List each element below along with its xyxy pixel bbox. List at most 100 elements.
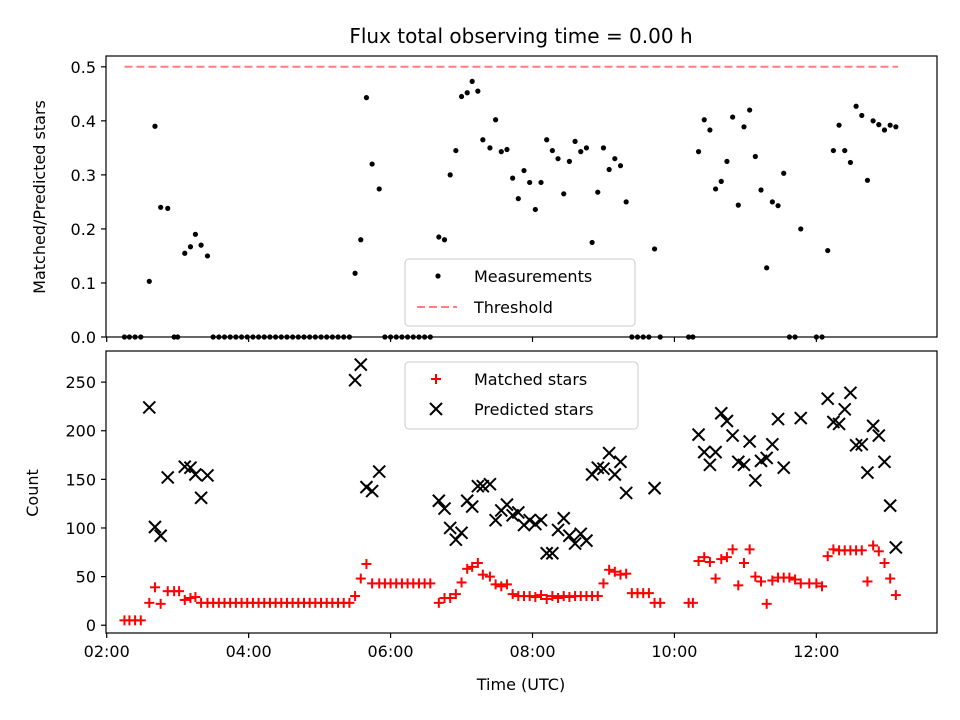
matched-point xyxy=(350,591,361,602)
matched-point xyxy=(655,597,666,608)
matched-point xyxy=(174,586,185,597)
measurement-point xyxy=(158,204,164,210)
predicted-point xyxy=(471,479,485,493)
measurement-point xyxy=(870,118,876,124)
measurement-point xyxy=(555,156,561,162)
matched-point xyxy=(541,593,552,604)
predicted-point xyxy=(557,511,571,525)
measurement-point xyxy=(741,124,747,130)
top-plot-frame xyxy=(105,55,938,338)
matched-point xyxy=(873,546,884,557)
bottom-panel: Count Time (UTC) 02:00 04:00 06:00 08:00 10:… xyxy=(23,350,938,694)
predicted-point xyxy=(883,498,897,513)
x-tick-label: 08:00 xyxy=(509,642,555,661)
predicted-point xyxy=(200,468,215,483)
measurement-point xyxy=(464,90,470,96)
predicted-point xyxy=(148,520,162,534)
predicted-point xyxy=(855,437,869,452)
measurement-point xyxy=(893,124,899,130)
matched-point xyxy=(710,573,721,584)
measurement-point xyxy=(492,117,499,123)
predicted-point xyxy=(794,411,808,425)
measurement-point xyxy=(441,237,448,243)
measurement-point xyxy=(600,145,607,151)
y-tick-label: 0.2 xyxy=(71,220,96,239)
y-tick-label: 0 xyxy=(86,616,96,635)
y-tick-label: 250 xyxy=(65,373,96,392)
matched-point xyxy=(885,573,896,584)
predicted-point xyxy=(714,406,728,420)
bottom-y-axis-label: Count xyxy=(23,469,42,517)
x-tick-label: 06:00 xyxy=(368,642,414,661)
measurement-point xyxy=(504,146,510,153)
measurement-point xyxy=(583,145,590,151)
measurement-point xyxy=(589,239,595,246)
measurement-point xyxy=(204,253,211,259)
measurement-point xyxy=(758,187,764,193)
matched-point xyxy=(738,557,749,568)
measurement-point xyxy=(363,95,370,101)
predicted-point xyxy=(860,465,875,480)
measurement-point xyxy=(775,203,781,209)
predicted-point xyxy=(691,427,706,442)
matched-point xyxy=(790,574,801,585)
measurement-point xyxy=(469,78,475,84)
measurement-point xyxy=(830,147,836,154)
matched-point xyxy=(467,561,478,572)
predicted-point xyxy=(183,460,198,475)
measurement-point xyxy=(876,122,882,128)
matched-point xyxy=(721,552,732,563)
bottom-legend: Matched stars Predicted stars xyxy=(404,361,639,430)
predicted-point xyxy=(838,402,852,417)
matched-point xyxy=(598,578,609,589)
predicted-point xyxy=(539,546,554,560)
measurement-point xyxy=(836,122,842,128)
matched-point xyxy=(355,573,366,584)
matched-point xyxy=(149,582,160,593)
y-tick-label: 0.1 xyxy=(71,274,96,293)
measurement-point xyxy=(198,242,204,248)
measurement-point xyxy=(612,156,618,162)
matched-point xyxy=(425,578,436,589)
y-tick-label: 0.5 xyxy=(71,58,96,77)
matched-point xyxy=(699,552,710,563)
predicted-point xyxy=(708,445,723,459)
measurement-point xyxy=(458,93,465,100)
predicted-point xyxy=(454,526,469,540)
predicted-point xyxy=(866,419,880,433)
measurement-point xyxy=(864,177,871,183)
matched-point xyxy=(450,589,461,600)
matched-point xyxy=(445,592,456,603)
measurement-point xyxy=(606,166,612,173)
matched-point xyxy=(704,557,715,568)
legend-matched-marker xyxy=(431,374,441,384)
measurement-point xyxy=(510,175,516,181)
predicted-point xyxy=(443,521,457,535)
predicted-point xyxy=(765,437,780,452)
top-panel: Flux total observing time = 0.00 h Match… xyxy=(30,24,938,347)
predicted-point xyxy=(889,540,903,555)
predicted-point xyxy=(737,458,751,472)
legend-measurements-marker xyxy=(435,273,441,279)
predicted-point xyxy=(579,533,594,548)
predicted-point xyxy=(528,517,543,531)
x-tick-label: 12:00 xyxy=(793,642,839,661)
measurement-point xyxy=(769,199,775,205)
y-tick-label: 150 xyxy=(65,470,96,489)
matched-point xyxy=(477,569,488,580)
chart-title: Flux total observing time = 0.00 h xyxy=(349,24,692,48)
measurement-point xyxy=(735,202,741,208)
measurement-point xyxy=(847,159,854,166)
measurement-point xyxy=(764,265,770,271)
matched-point xyxy=(879,557,890,568)
legend-predicted-label: Predicted stars xyxy=(474,400,594,419)
measurement-point xyxy=(549,147,555,154)
measurement-point xyxy=(436,234,442,240)
predicted-point xyxy=(161,470,175,485)
matched-point xyxy=(795,578,806,589)
legend-matched-label: Matched stars xyxy=(474,370,587,389)
matched-point xyxy=(433,597,444,608)
measurement-point xyxy=(447,172,453,178)
predicted-point xyxy=(437,501,452,516)
